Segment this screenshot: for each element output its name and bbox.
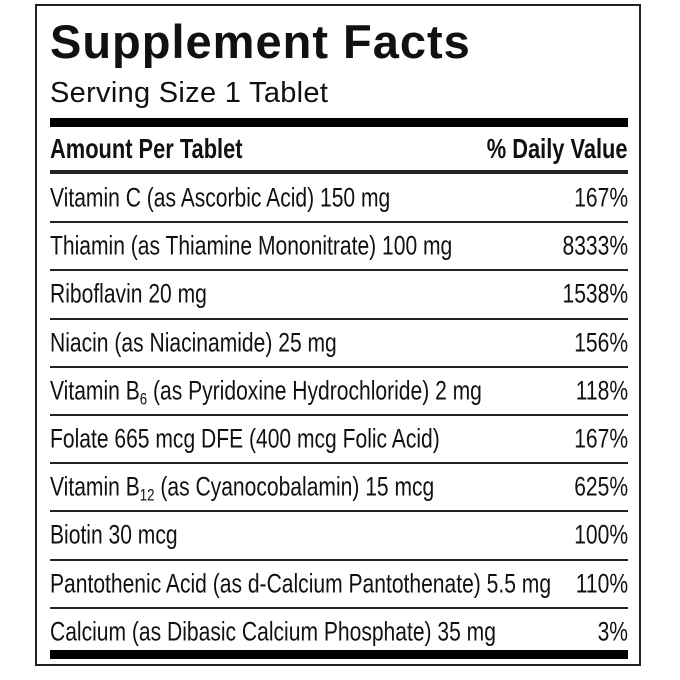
nutrient-name: Riboflavin 20 mg [50,279,207,310]
row-divider [50,414,628,416]
daily-value: 118% [575,375,628,406]
daily-value: 625% [574,471,628,502]
nutrient-label: Niacin (as Niacinamide) 25 mg [50,327,337,358]
table-row: Calcium (as Dibasic Calcium Phosphate) 3… [50,608,628,656]
row-divider [50,365,628,368]
nutrient-name: Folate 665 mcg DFE (400 mcg Folic Acid) [50,424,440,455]
nutrient-label: Pantothenic Acid (as d-Calcium Pantothen… [50,568,552,599]
row-divider [50,221,628,224]
subscript: 6 [139,389,148,409]
daily-value: 100% [574,519,628,550]
nutrient-name: Biotin 30 mcg [50,520,178,551]
table-row: Thiamin (as Thiamine Mononitrate) 100 mg… [50,222,628,270]
daily-value: 167% [574,182,628,213]
table-row: Riboflavin 20 mg 1538% [50,270,628,318]
nutrient-label: Biotin 30 mcg [50,519,178,550]
nutrient-label: Riboflavin 20 mg [50,278,207,309]
nutrient-name: Vitamin C (as Ascorbic Acid) 150 mg [50,183,390,214]
daily-value-header: % Daily Value [487,133,628,164]
nutrient-name: Vitamin B12 (as Cyanocobalamin) 15 mcg [50,471,435,505]
row-divider [50,510,628,513]
nutrient-name: Calcium (as Dibasic Calcium Phosphate) 3… [50,616,496,647]
daily-value: 110% [575,568,628,599]
serving-size: Serving Size 1 Tablet [50,77,329,109]
amount-header: Amount Per Tablet [50,133,243,164]
nutrient-label: Folate 665 mcg DFE (400 mcg Folic Acid) [50,423,440,454]
row-divider [50,317,628,320]
daily-value: 8333% [562,230,628,261]
nutrient-label: Calcium (as Dibasic Calcium Phosphate) 3… [50,616,496,647]
nutrient-detail: (as Cyanocobalamin) 15 mcg [154,471,435,502]
row-divider [50,269,628,272]
daily-value: 3% [597,616,628,647]
table-row: Vitamin B6 (as Pyridoxine Hydrochloride)… [50,367,628,415]
subscript: 12 [139,485,155,505]
daily-value: 167% [574,423,628,454]
nutrient-label: Thiamin (as Thiamine Mononitrate) 100 mg [50,230,453,261]
supplement-facts-panel: Supplement Facts Serving Size 1 Tablet A… [35,4,641,666]
nutrient-label: Vitamin B [50,375,140,406]
nutrient-name: Pantothenic Acid (as d-Calcium Pantothen… [50,568,551,599]
table-row: Folate 665 mcg DFE (400 mcg Folic Acid) 1… [50,415,628,463]
row-divider [50,462,628,465]
table-header: Amount Per Tablet % Daily Value [50,127,628,171]
table-row: Vitamin B12 (as Cyanocobalamin) 15 mcg 62… [50,463,628,511]
nutrient-name: Thiamin (as Thiamine Mononitrate) 100 mg [50,231,452,262]
header-divider [50,170,628,174]
table-row: Vitamin C (as Ascorbic Acid) 150 mg 167% [50,174,628,222]
panel-title: Supplement Facts [50,15,471,68]
nutrient-name: Niacin (as Niacinamide) 25 mg [50,327,337,358]
table-row: Pantothenic Acid (as d-Calcium Pantothen… [50,560,628,608]
row-divider [50,606,628,609]
daily-value: 156% [574,327,628,358]
row-divider [50,558,628,561]
daily-value: 1538% [562,278,628,309]
nutrient-detail: (as Pyridoxine Hydrochloride) 2 mg [147,375,482,406]
bottom-thick-divider [50,650,628,659]
thick-divider [50,118,628,127]
nutrient-label: Vitamin C (as Ascorbic Acid) 150 mg [50,182,391,213]
nutrient-label: Vitamin B [50,471,140,502]
table-row: Niacin (as Niacinamide) 25 mg 156% [50,319,628,367]
table-row: Biotin 30 mcg 100% [50,511,628,559]
nutrient-name: Vitamin B6 (as Pyridoxine Hydrochloride)… [50,375,482,409]
